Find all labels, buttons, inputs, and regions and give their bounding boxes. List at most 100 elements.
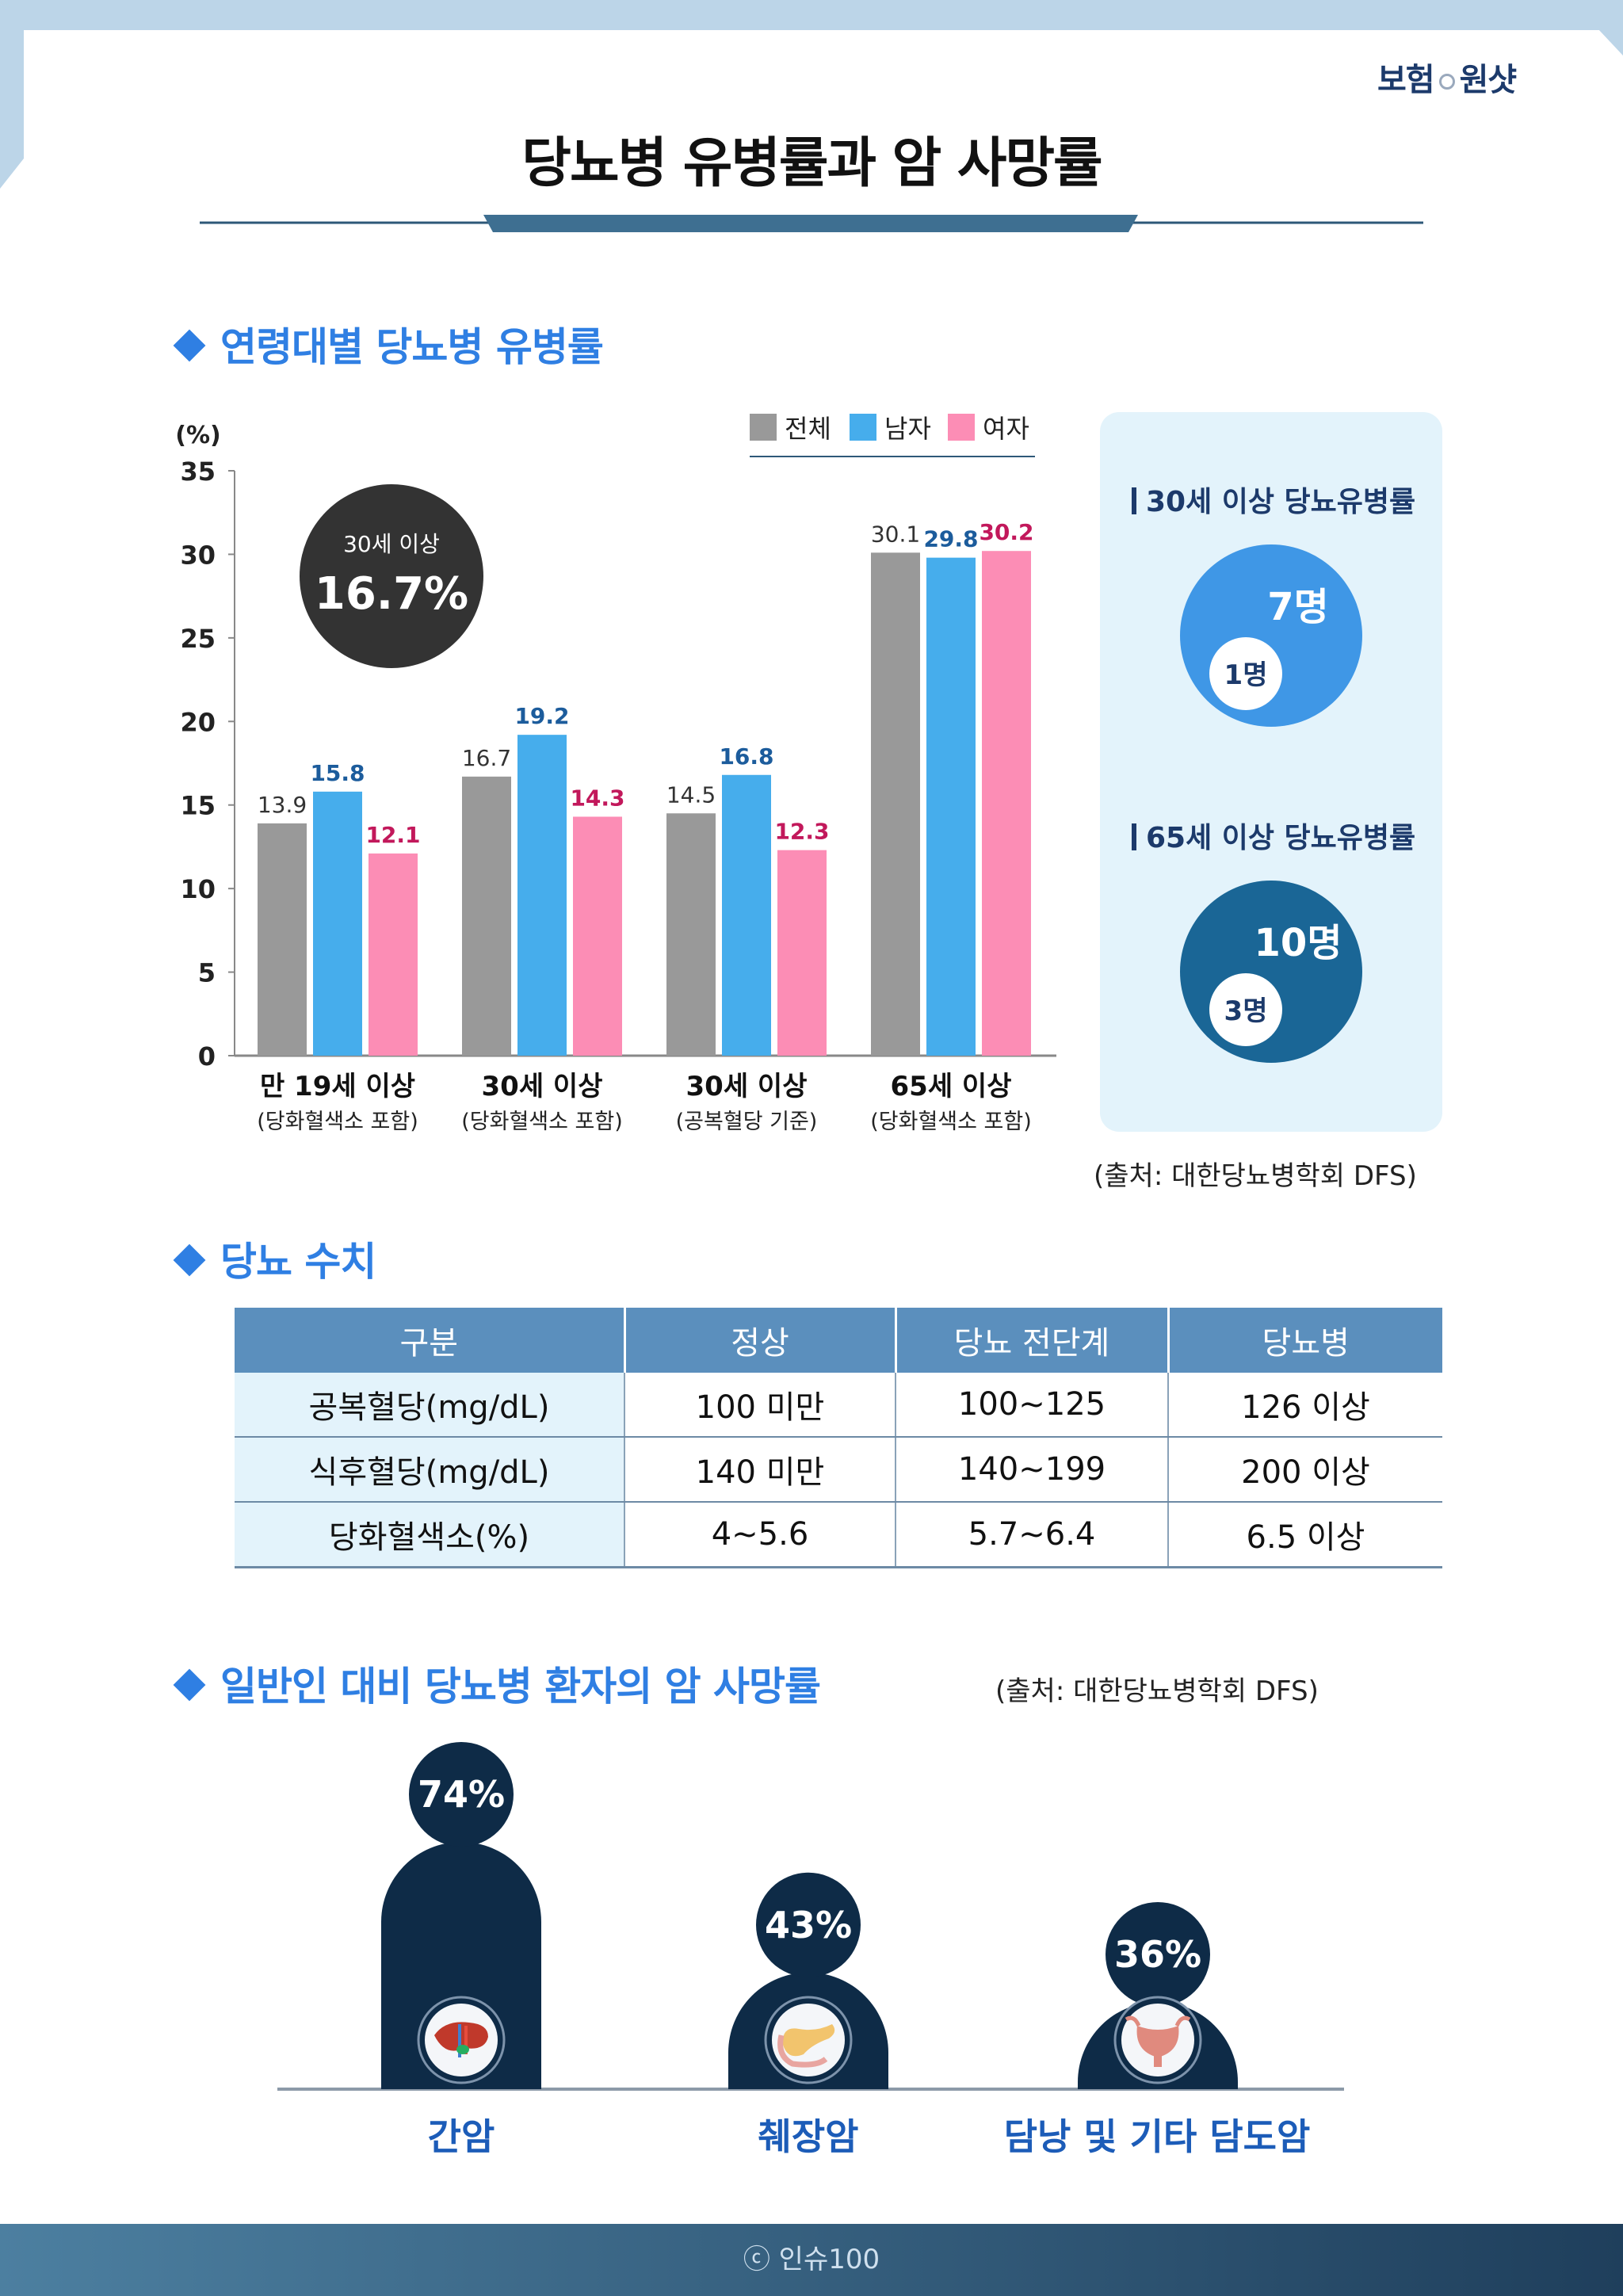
data-label: 16.7 — [462, 745, 511, 771]
y-tick-label: 15 — [180, 791, 216, 821]
bar — [666, 813, 716, 1056]
ratio-big-65: 10명 — [1254, 921, 1342, 965]
x-tick-label: 65세 이상 — [891, 1071, 1012, 1102]
data-label: 43% — [765, 1904, 852, 1946]
y-tick-label: 35 — [180, 457, 216, 487]
x-tick-sublabel: (당화혈색소 포함) — [257, 1110, 418, 1134]
legend-swatch — [850, 414, 876, 441]
x-tick-sublabel: (당화혈색소 포함) — [461, 1110, 623, 1134]
x-tick-sublabel: (공복혈당 기준) — [676, 1110, 818, 1134]
table-cell: 140 미만 — [624, 1437, 896, 1503]
table-cell: 200 이상 — [1168, 1437, 1442, 1503]
data-label: 74% — [418, 1773, 505, 1816]
category-label: 췌장암 — [758, 2115, 859, 2158]
table-cell: 5.7~6.4 — [896, 1502, 1169, 1568]
table-cell: 식후혈당(mg/dL) — [235, 1437, 625, 1503]
table-cell: 100 미만 — [624, 1373, 896, 1438]
y-axis-unit: (%) — [175, 422, 220, 449]
bar — [517, 735, 567, 1056]
table-header-cell: 당뇨 전단계 — [896, 1308, 1170, 1373]
gallbladder-shape — [456, 2045, 469, 2054]
bar — [777, 850, 827, 1056]
table-row: 식후혈당(mg/dL) 140 미만 140~199 200 이상 — [235, 1437, 1442, 1503]
bar — [573, 816, 622, 1056]
data-label: 14.3 — [570, 785, 624, 811]
panel-title-30: 30세 이상 당뇨유병률 — [1132, 479, 1415, 520]
section-title-levels: 당뇨 수치 — [173, 1230, 376, 1287]
annotation-circle — [300, 484, 483, 668]
bar — [369, 853, 418, 1056]
duodenum-shape — [777, 2034, 828, 2068]
data-label: 15.8 — [310, 760, 365, 786]
bar — [722, 774, 771, 1056]
brand-logo: 보험 원샷 — [1377, 54, 1517, 100]
page-title: 당뇨병 유병률과 암 사망률 — [521, 132, 1102, 195]
bar — [462, 776, 511, 1056]
footer-bar: ⓒ 인슈100 — [0, 2224, 1623, 2296]
ratio-circle-small-65 — [1209, 973, 1282, 1046]
pancreas-shape — [782, 2024, 835, 2057]
data-label: 16.8 — [719, 743, 773, 770]
table-cell: 공복혈당(mg/dL) — [235, 1373, 625, 1438]
y-tick-label: 0 — [198, 1041, 216, 1072]
y-tick-label: 30 — [180, 540, 216, 570]
ratio-graphic-30: 7명 1명 10명 3명 — [1180, 544, 1362, 1063]
data-label: 30.2 — [979, 519, 1033, 545]
legend-swatch — [948, 414, 975, 441]
duct-right — [1174, 2015, 1191, 2027]
legend-label: 남자 — [884, 414, 931, 444]
category-label: 간암 — [427, 2115, 495, 2158]
table-header-cell: 구분 — [235, 1308, 626, 1373]
bar — [926, 557, 976, 1056]
glucose-table: 구분 정상 당뇨 전단계 당뇨병 공복혈당(mg/dL) 100 미만 100~… — [235, 1308, 1442, 1568]
value-bubble — [756, 1872, 861, 1977]
bar — [258, 823, 307, 1056]
data-label: 29.8 — [923, 526, 978, 552]
ratio-big-30: 7명 — [1267, 585, 1329, 629]
data-label: 12.1 — [365, 822, 420, 848]
source-note-2: (출처: 대한당뇨병학회 DFS) — [995, 1675, 1319, 1707]
table-cell: 4~5.6 — [624, 1502, 896, 1568]
source-note-1: (출처: 대한당뇨병학회 DFS) — [1094, 1160, 1417, 1192]
bar — [313, 791, 362, 1056]
ratio-circle-small-30 — [1209, 637, 1282, 710]
x-tick-label: 30세 이상 — [482, 1071, 603, 1102]
x-tick-sublabel: (당화혈색소 포함) — [870, 1110, 1032, 1134]
x-tick-label: 30세 이상 — [686, 1071, 808, 1102]
organ-shape — [1136, 2026, 1179, 2057]
copyright: ⓒ 인슈100 — [743, 2244, 880, 2275]
table-header-row: 구분 정상 당뇨 전단계 당뇨병 — [235, 1308, 1442, 1373]
section-title-cancer: 일반인 대비 당뇨병 환자의 암 사망률 — [173, 1655, 821, 1712]
table-header-cell: 당뇨병 — [1168, 1308, 1442, 1373]
data-label: 13.9 — [258, 792, 307, 818]
table-cell: 140~199 — [896, 1437, 1169, 1503]
data-label: 19.2 — [514, 703, 569, 729]
legend-label: 여자 — [983, 414, 1029, 444]
data-label: 14.5 — [666, 781, 716, 808]
duct-left — [1125, 2015, 1141, 2027]
table-cell: 당화혈색소(%) — [235, 1502, 625, 1568]
section-title-text: 일반인 대비 당뇨병 환자의 암 사망률 — [220, 1664, 821, 1710]
ratio-small-30: 1명 — [1224, 659, 1268, 691]
value-bubble — [1106, 1902, 1210, 2007]
table-row: 당화혈색소(%) 4~5.6 5.7~6.4 6.5 이상 — [235, 1502, 1442, 1568]
crosshair-icon — [1438, 74, 1455, 90]
data-label: 36% — [1114, 1933, 1201, 1976]
annotation-label: 30세 이상 — [343, 531, 440, 557]
data-label: 12.3 — [774, 819, 829, 845]
bar — [982, 551, 1031, 1056]
gallbladder-icon — [1125, 2015, 1191, 2067]
section-title-text: 연령대별 당뇨병 유병률 — [220, 324, 604, 370]
y-tick-label: 10 — [180, 874, 216, 904]
section-title-text: 당뇨 수치 — [220, 1239, 376, 1285]
table-cell: 126 이상 — [1168, 1373, 1442, 1438]
y-tick-label: 20 — [180, 707, 216, 737]
section-title-prevalence: 연령대별 당뇨병 유병률 — [173, 315, 604, 372]
table-cell: 6.5 이상 — [1168, 1502, 1442, 1568]
duct-bottom — [1154, 2056, 1162, 2067]
data-label: 30.1 — [871, 521, 920, 547]
category-label: 담낭 및 기타 담도암 — [1003, 2115, 1311, 2158]
